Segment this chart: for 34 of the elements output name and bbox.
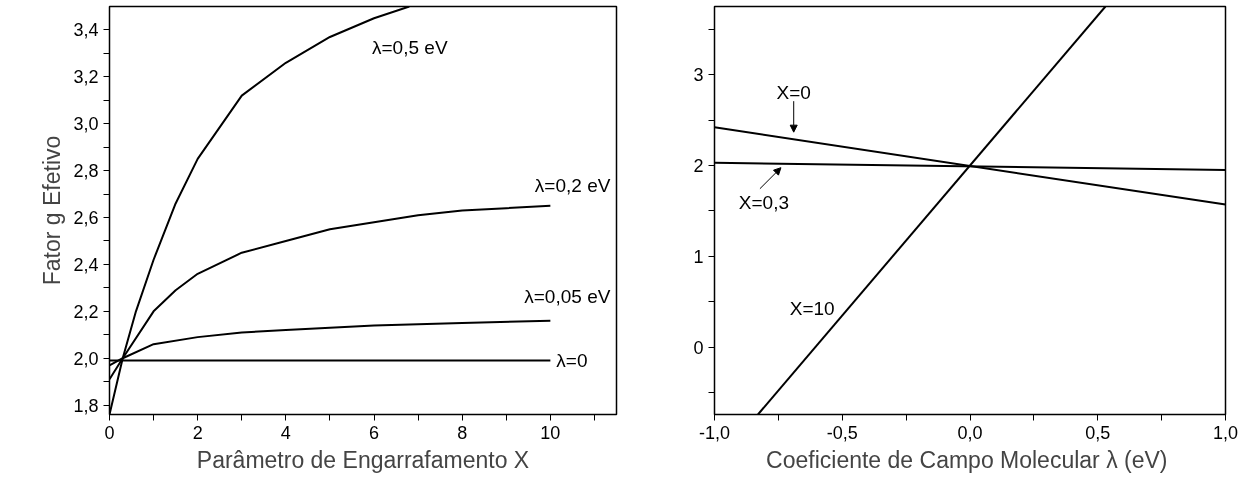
y-tick-label: 2,6	[73, 208, 99, 229]
annotation: X=0	[776, 81, 811, 103]
annotation: λ=0	[556, 350, 588, 372]
x-tick-label: -1,0	[698, 422, 731, 443]
y-tick-label: 2	[693, 156, 704, 177]
y-tick-label: 2,2	[73, 301, 99, 322]
y-tick-label: 3,0	[73, 114, 99, 135]
x-tick-label: 6	[369, 422, 380, 443]
annotation: λ=0,05 eV	[524, 285, 611, 307]
x-tick-label: -0,5	[826, 422, 858, 443]
annotation: X=10	[789, 297, 835, 319]
y-tick-label: 3,2	[73, 67, 99, 88]
y-tick-label: 1,8	[73, 395, 99, 416]
y-axis-title: Fator g Efetivo	[39, 135, 66, 286]
x-tick-label: 0,5	[1085, 422, 1111, 443]
x-tick-label: 0,0	[957, 422, 983, 443]
annotation: X=0,3	[738, 192, 790, 214]
x-tick-label: 0	[104, 422, 115, 443]
annotation: λ=0,2 eV	[534, 174, 611, 196]
y-tick-label: 2,0	[73, 348, 99, 369]
y-tick-label: 1	[693, 246, 704, 267]
y-tick-label: 2,4	[73, 254, 99, 275]
x-axis-title: Coeficiente de Campo Molecular λ (eV)	[766, 446, 1168, 473]
x-tick-label: 8	[457, 422, 468, 443]
x-tick-label: 4	[280, 422, 291, 443]
x-tick-label: 2	[192, 422, 203, 443]
x-axis-title: Parâmetro de Engarrafamento X	[196, 446, 530, 473]
annotation: λ=0,5 eV	[372, 37, 448, 59]
x-tick-label: 10	[540, 422, 561, 443]
y-tick-label: 2,8	[73, 161, 99, 182]
y-tick-label: 3,4	[73, 20, 99, 41]
x-tick-label: 1,0	[1212, 422, 1239, 443]
y-tick-label: 0	[693, 337, 704, 358]
y-tick-label: 3	[693, 65, 704, 86]
